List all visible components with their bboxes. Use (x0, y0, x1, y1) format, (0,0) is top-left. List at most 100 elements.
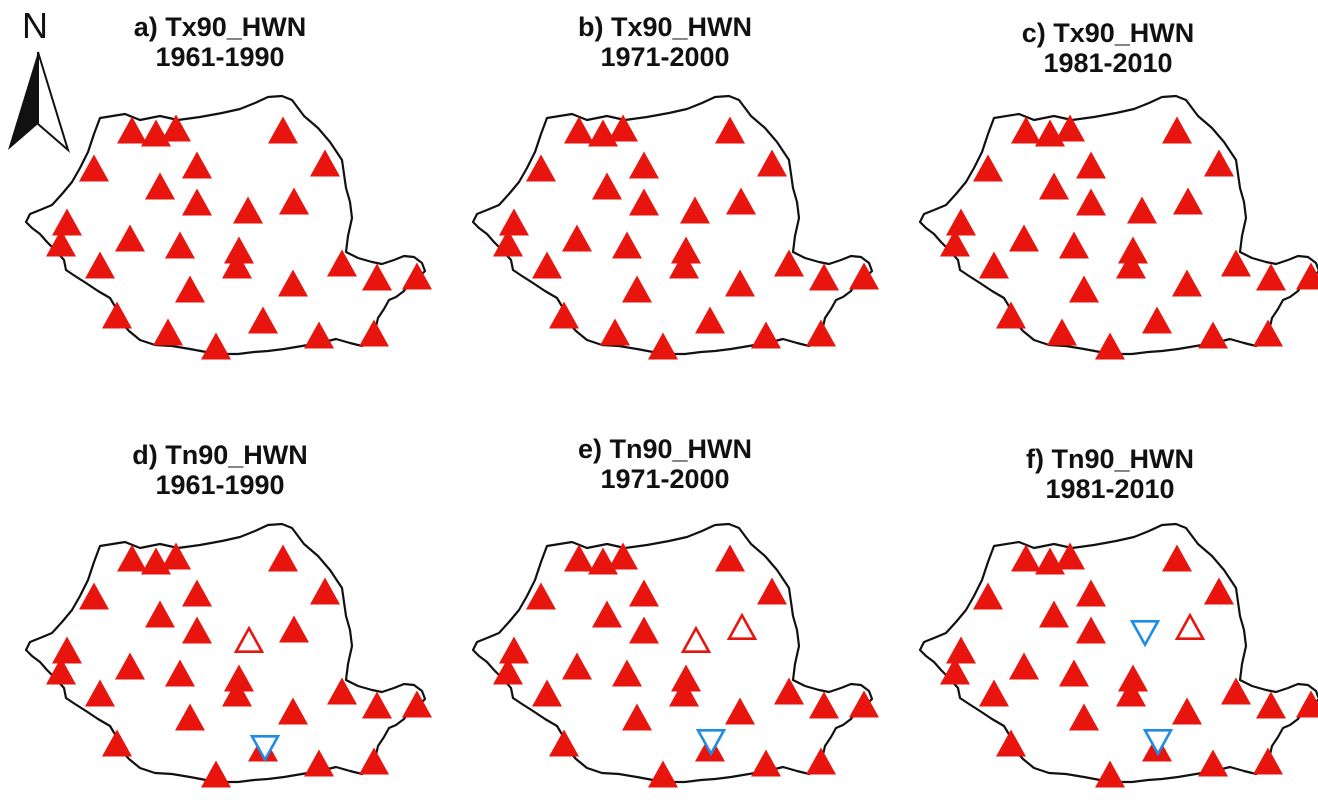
station-marker-increase-significant (940, 229, 970, 257)
station-marker-increase-significant (751, 749, 781, 777)
station-marker-decrease-nonsignificant (249, 734, 281, 763)
station-marker-increase-significant (304, 321, 334, 349)
north-label: N (22, 5, 48, 46)
station-marker-increase-significant (849, 262, 879, 290)
station-marker-increase-significant (1095, 760, 1125, 788)
station-marker-increase-significant (1118, 664, 1148, 692)
station-marker-increase-significant (278, 269, 308, 297)
station-marker-increase-significant (671, 236, 701, 264)
station-marker-increase-significant (1055, 542, 1085, 570)
station-marker-increase-significant (1116, 251, 1146, 279)
station-marker-increase-significant (1011, 116, 1041, 144)
station-marker-increase-significant (224, 236, 254, 264)
station-marker-increase-significant (549, 301, 579, 329)
station-marker-increase-significant (402, 262, 432, 290)
station-marker-increase-significant (1076, 616, 1106, 644)
panel-e-variable: e) Tn90_HWN (577, 434, 753, 464)
station-marker-increase-significant (165, 231, 195, 259)
station-marker-increase-significant (182, 188, 212, 216)
station-marker-increase-significant (564, 116, 594, 144)
country-border (471, 522, 874, 784)
station-marker-increase-significant (165, 659, 195, 687)
station-marker-increase-significant (279, 615, 309, 643)
station-marker-increase-significant (52, 208, 82, 236)
station-marker-increase-significant (648, 332, 678, 360)
station-marker-increase-significant (1076, 151, 1106, 179)
panel-d-title: d) Tn90_HWN 1961-1990 (70, 440, 370, 500)
station-marker-increase-significant (849, 690, 879, 718)
station-marker-increase-significant (532, 679, 562, 707)
station-marker-increase-significant (222, 679, 252, 707)
station-marker-increase-significant (1076, 188, 1106, 216)
station-marker-increase-significant (85, 679, 115, 707)
station-marker-increase-significant (809, 691, 839, 719)
station-marker-increase-significant (671, 664, 701, 692)
station-marker-increase-significant (145, 172, 175, 200)
station-marker-increase-significant (622, 275, 652, 303)
station-marker-increase-significant (499, 636, 529, 664)
station-marker-increase-significant (117, 544, 147, 572)
station-marker-increase-significant (102, 301, 132, 329)
station-marker-increase-significant (946, 208, 976, 236)
station-marker-increase-significant (161, 114, 191, 142)
station-marker-increase-significant (715, 116, 745, 144)
station-marker-increase-significant (1059, 659, 1089, 687)
station-marker-increase-significant (1253, 747, 1283, 775)
station-marker-increase-nonsignificant (233, 625, 265, 653)
station-marker-increase-significant (680, 196, 710, 224)
station-marker-increase-significant (175, 275, 205, 303)
panel-f-variable: f) Tn90_HWN (1026, 444, 1194, 474)
station-marker-increase-significant (1127, 196, 1157, 224)
station-marker-increase-significant (1069, 275, 1099, 303)
station-marker-increase-significant (79, 582, 109, 610)
station-marker-increase-significant (1253, 319, 1283, 347)
panel-a-period: 1961-1990 (155, 42, 285, 72)
station-marker-increase-significant (806, 319, 836, 347)
station-marker-increase-significant (622, 703, 652, 731)
station-marker-increase-significant (562, 224, 592, 252)
panel-b-period: 1971-2000 (600, 42, 730, 72)
station-marker-increase-significant (562, 652, 592, 680)
station-marker-increase-significant (979, 251, 1009, 279)
station-marker-increase-significant (153, 318, 183, 346)
country-border (918, 522, 1318, 784)
map-panel-c (918, 94, 1318, 360)
country-border (24, 522, 427, 784)
station-marker-increase-significant (669, 679, 699, 707)
station-marker-increase-significant (726, 187, 756, 215)
station-marker-increase-significant (362, 691, 392, 719)
station-marker-increase-significant (268, 544, 298, 572)
station-marker-decrease-nonsignificant (695, 728, 727, 757)
station-marker-increase-significant (725, 697, 755, 725)
station-marker-increase-significant (1198, 321, 1228, 349)
station-marker-increase-significant (1204, 577, 1234, 605)
station-marker-increase-significant (1039, 172, 1069, 200)
station-marker-increase-significant (1069, 703, 1099, 731)
station-marker-increase-significant (629, 151, 659, 179)
station-marker-increase-significant (493, 657, 523, 685)
station-marker-increase-significant (310, 577, 340, 605)
station-marker-increase-significant (612, 231, 642, 259)
station-marker-increase-significant (402, 690, 432, 718)
panel-e-title: e) Tn90_HWN 1971-2000 (515, 434, 815, 494)
panel-f-title: f) Tn90_HWN 1981-2010 (960, 444, 1260, 504)
station-marker-increase-significant (1116, 679, 1146, 707)
station-marker-increase-significant (359, 747, 389, 775)
station-marker-increase-significant (222, 251, 252, 279)
station-marker-increase-nonsignificant (680, 625, 712, 653)
station-marker-increase-significant (1118, 236, 1148, 264)
station-marker-increase-significant (1162, 116, 1192, 144)
panel-b-variable: b) Tx90_HWN (577, 12, 753, 42)
station-marker-increase-significant (996, 729, 1026, 757)
station-marker-increase-significant (327, 249, 357, 277)
station-marker-increase-significant (757, 149, 787, 177)
station-marker-increase-nonsignificant (726, 612, 758, 640)
panel-c-title: c) Tx90_HWN 1981-2010 (958, 18, 1258, 78)
station-marker-increase-significant (1059, 231, 1089, 259)
station-marker-increase-significant (1256, 691, 1286, 719)
station-marker-increase-significant (1221, 249, 1251, 277)
station-marker-increase-significant (182, 151, 212, 179)
station-marker-increase-significant (493, 229, 523, 257)
station-marker-increase-significant (695, 306, 725, 334)
